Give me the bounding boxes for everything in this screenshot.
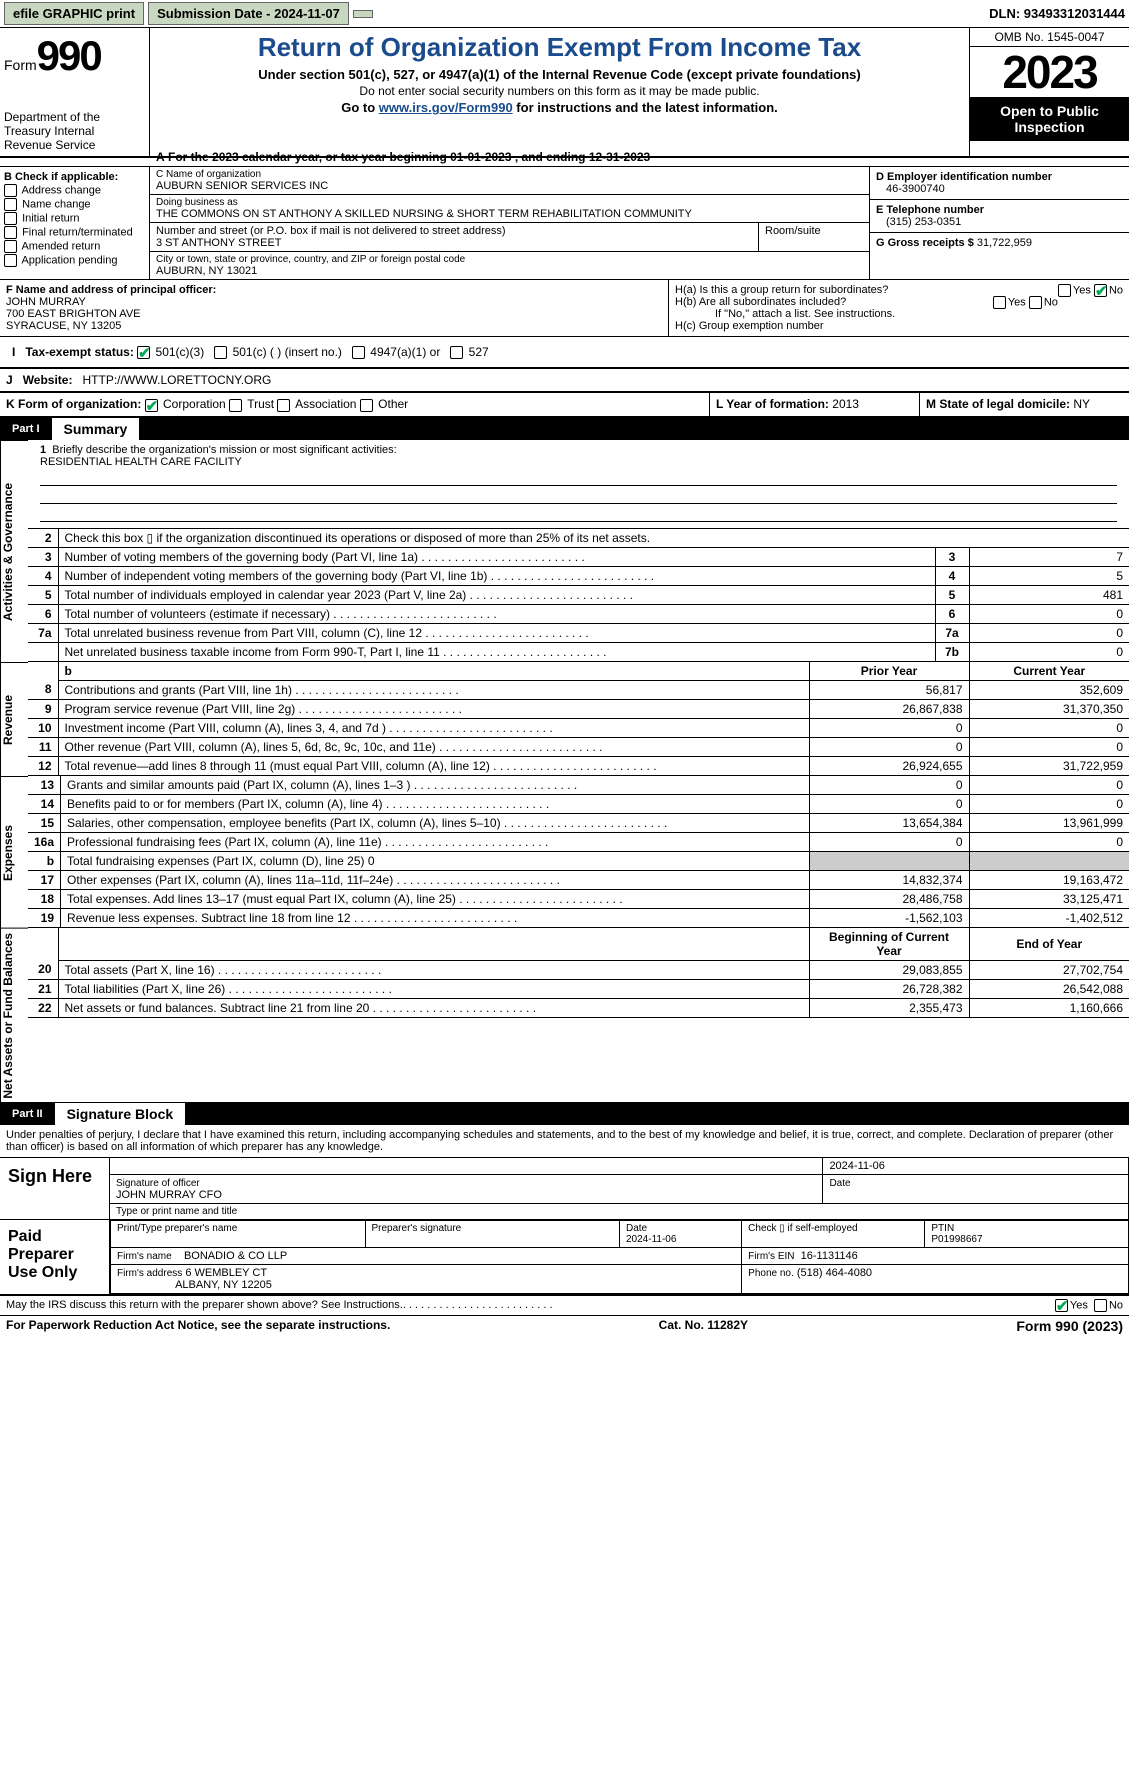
tax-year: 2023 — [970, 47, 1129, 97]
discuss-row: May the IRS discuss this return with the… — [0, 1295, 1129, 1316]
preparer-row: Paid Preparer Use Only Print/Type prepar… — [0, 1220, 1129, 1295]
chk-name-change[interactable] — [4, 198, 17, 211]
section-abc: B Check if applicable: Address change Na… — [0, 167, 1129, 280]
street-label: Number and street (or P.O. box if mail i… — [156, 225, 752, 237]
mission-value: RESIDENTIAL HEALTH CARE FACILITY — [40, 456, 1117, 468]
dept-treasury: Department of the Treasury Internal Reve… — [4, 110, 145, 152]
dba-value: THE COMMONS ON ST ANTHONY A SKILLED NURS… — [156, 208, 863, 220]
h-a: H(a) Is this a group return for subordin… — [675, 284, 1123, 296]
efile-button[interactable]: efile GRAPHIC print — [4, 2, 144, 25]
section-fh: F Name and address of principal officer:… — [0, 280, 1129, 337]
side-label-revenue: Revenue — [0, 662, 28, 776]
city-value: AUBURN, NY 13021 — [156, 265, 863, 277]
preparer-label: Paid Preparer Use Only — [0, 1220, 110, 1294]
row-ij: I Tax-exempt status: 501(c)(3) 501(c) ( … — [0, 337, 1129, 369]
chk-final-return[interactable] — [4, 226, 17, 239]
summary-net: Net Assets or Fund Balances Beginning of… — [0, 928, 1129, 1104]
open-to-public: Open to Public Inspection — [970, 97, 1129, 141]
h-c: H(c) Group exemption number — [675, 320, 1123, 332]
h-b-note: If "No," attach a list. See instructions… — [675, 308, 1123, 320]
submission-date: Submission Date - 2024-11-07 — [148, 2, 349, 25]
chk-amended-return[interactable] — [4, 240, 17, 253]
form-label: Form — [4, 57, 37, 73]
chk-assoc[interactable] — [277, 399, 290, 412]
room-label: Room/suite — [765, 225, 863, 237]
chk-4947[interactable] — [352, 346, 365, 359]
chk-trust[interactable] — [229, 399, 242, 412]
chk-initial-return[interactable] — [4, 212, 17, 225]
top-bar: efile GRAPHIC print Submission Date - 20… — [0, 0, 1129, 28]
form-subtitle-2: Do not enter social security numbers on … — [156, 84, 963, 98]
mission-label: Briefly describe the organization's miss… — [52, 444, 396, 456]
street-value: 3 ST ANTHONY STREET — [156, 237, 752, 249]
hb-no[interactable] — [1029, 296, 1042, 309]
box-b: B Check if applicable: Address change Na… — [0, 167, 150, 279]
footer: For Paperwork Reduction Act Notice, see … — [0, 1316, 1129, 1336]
form-subtitle-3: Go to www.irs.gov/Form990 for instructio… — [156, 100, 963, 115]
gross-label: G Gross receipts $ — [876, 237, 974, 249]
org-name-label: C Name of organization — [156, 169, 863, 180]
ha-no[interactable] — [1094, 284, 1107, 297]
tax-year-row: A For the 2023 calendar year, or tax yea… — [0, 148, 1129, 167]
side-label-governance: Activities & Governance — [0, 440, 28, 662]
chk-527[interactable] — [450, 346, 463, 359]
box-c: C Name of organization AUBURN SENIOR SER… — [150, 167, 869, 279]
ein-value: 46-3900740 — [876, 183, 1123, 195]
ha-yes[interactable] — [1058, 284, 1071, 297]
discuss-no[interactable] — [1094, 1299, 1107, 1312]
city-label: City or town, state or province, country… — [156, 254, 863, 265]
org-name: AUBURN SENIOR SERVICES INC — [156, 180, 863, 192]
side-label-expenses: Expenses — [0, 776, 28, 928]
dln: DLN: 93493312031444 — [989, 6, 1125, 21]
side-label-net: Net Assets or Fund Balances — [0, 928, 28, 1103]
part2-header: Part II Signature Block — [0, 1103, 1129, 1125]
dba-label: Doing business as — [156, 197, 863, 208]
officer-addr2: SYRACUSE, NY 13205 — [6, 320, 662, 332]
h-b: H(b) Are all subordinates included? Yes … — [675, 296, 1123, 308]
box-de: D Employer identification number 46-3900… — [869, 167, 1129, 279]
net-table: Beginning of Current YearEnd of Year20To… — [28, 928, 1129, 1018]
summary-revenue: Revenue bPrior YearCurrent Year8Contribu… — [0, 662, 1129, 776]
irs-link[interactable]: www.irs.gov/Form990 — [379, 100, 513, 115]
row-k: K Form of organization: Corporation Trus… — [0, 393, 1129, 417]
chk-corp[interactable] — [145, 399, 158, 412]
chk-address-change[interactable] — [4, 184, 17, 197]
row-j: J Website: HTTP://WWW.LORETTOCNY.ORG — [0, 369, 1129, 393]
officer-addr1: 700 EAST BRIGHTON AVE — [6, 308, 662, 320]
gross-value: 31,722,959 — [977, 237, 1032, 249]
part1-header: Part I Summary — [0, 418, 1129, 440]
footer-left: For Paperwork Reduction Act Notice, see … — [6, 1318, 390, 1334]
footer-right: Form 990 (2023) — [1016, 1318, 1123, 1334]
chk-app-pending[interactable] — [4, 254, 17, 267]
officer-name: JOHN MURRAY — [6, 296, 662, 308]
phone-label: E Telephone number — [876, 204, 1123, 216]
chk-other[interactable] — [360, 399, 373, 412]
ein-label: D Employer identification number — [876, 171, 1123, 183]
signature-declaration: Under penalties of perjury, I declare th… — [0, 1125, 1129, 1158]
chk-501c[interactable] — [214, 346, 227, 359]
summary-expenses: Expenses 13Grants and similar amounts pa… — [0, 776, 1129, 928]
expenses-table: 13Grants and similar amounts paid (Part … — [28, 776, 1129, 928]
website-value: HTTP://WWW.LORETTOCNY.ORG — [83, 373, 272, 387]
discuss-yes[interactable] — [1055, 1299, 1068, 1312]
sign-here-label: Sign Here — [0, 1158, 110, 1219]
form-number: 990 — [37, 32, 101, 79]
form-title: Return of Organization Exempt From Incom… — [156, 32, 963, 63]
blank-button — [353, 10, 373, 18]
officer-label: F Name and address of principal officer: — [6, 284, 662, 296]
chk-501c3[interactable] — [137, 346, 150, 359]
footer-mid: Cat. No. 11282Y — [659, 1318, 748, 1334]
form-header: Form990 Department of the Treasury Inter… — [0, 28, 1129, 158]
revenue-table: bPrior YearCurrent Year8Contributions an… — [28, 662, 1129, 776]
summary-governance: Activities & Governance 1 Briefly descri… — [0, 440, 1129, 662]
omb-number: OMB No. 1545-0047 — [970, 28, 1129, 47]
form-subtitle-1: Under section 501(c), 527, or 4947(a)(1)… — [156, 67, 963, 82]
sign-here-row: Sign Here 2024-11-06 Signature of office… — [0, 1158, 1129, 1220]
phone-value: (315) 253-0351 — [876, 216, 1123, 228]
governance-table: 2Check this box ▯ if the organization di… — [28, 529, 1129, 662]
hb-yes[interactable] — [993, 296, 1006, 309]
